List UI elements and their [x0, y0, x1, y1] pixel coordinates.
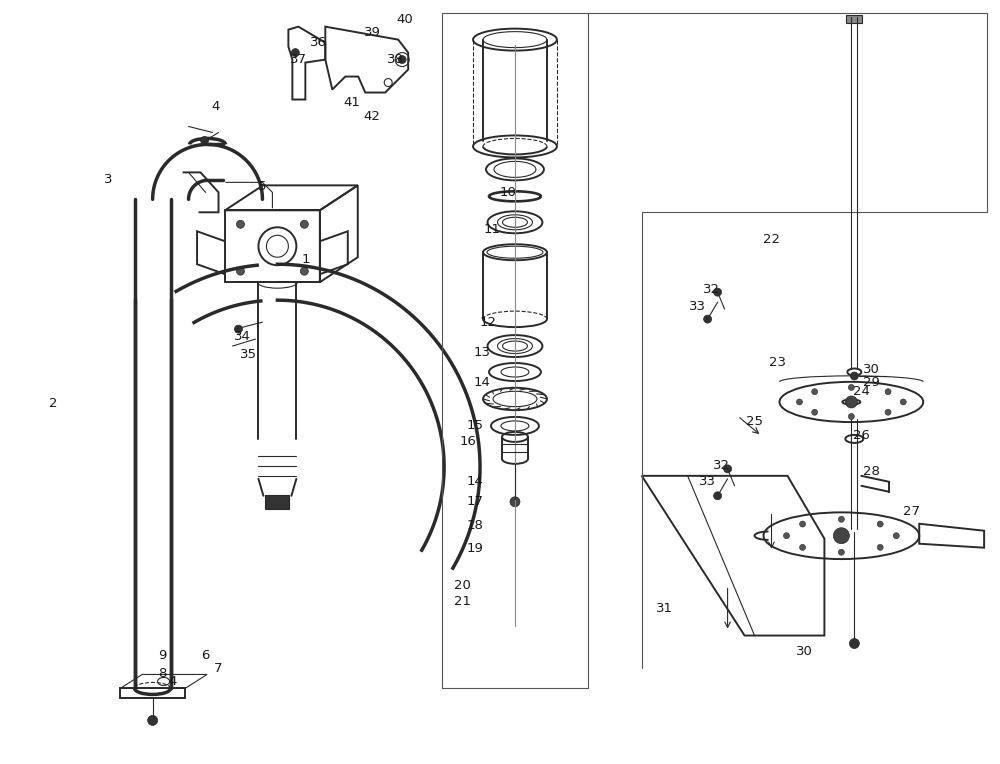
Text: 12: 12: [480, 316, 497, 329]
Circle shape: [236, 220, 244, 228]
Text: 9: 9: [158, 649, 167, 662]
Text: 13: 13: [474, 345, 491, 358]
Circle shape: [877, 545, 883, 550]
Text: 15: 15: [467, 419, 484, 432]
Text: 6: 6: [201, 649, 210, 662]
Circle shape: [714, 288, 722, 296]
Text: 37: 37: [290, 53, 307, 66]
Text: 4: 4: [168, 675, 177, 688]
Circle shape: [510, 497, 520, 507]
Text: 38: 38: [387, 53, 404, 66]
Circle shape: [833, 528, 849, 544]
Circle shape: [236, 267, 244, 275]
Text: 32: 32: [713, 459, 730, 472]
Circle shape: [800, 521, 806, 527]
Circle shape: [812, 410, 818, 416]
Circle shape: [714, 492, 722, 500]
Circle shape: [384, 79, 392, 86]
Bar: [265, 495, 289, 509]
Text: 35: 35: [240, 348, 257, 361]
Text: 22: 22: [763, 233, 780, 246]
Text: 3: 3: [104, 173, 113, 186]
Circle shape: [398, 56, 406, 63]
Circle shape: [234, 325, 242, 333]
Text: 31: 31: [656, 602, 673, 615]
Circle shape: [893, 533, 899, 539]
Text: 5: 5: [258, 180, 267, 193]
Bar: [846, 15, 862, 23]
Text: 27: 27: [903, 505, 920, 518]
Text: 39: 39: [364, 26, 381, 39]
Text: 8: 8: [158, 667, 167, 680]
Text: 1: 1: [301, 253, 310, 266]
Circle shape: [848, 384, 854, 390]
Circle shape: [877, 521, 883, 527]
Text: 36: 36: [310, 36, 327, 49]
Circle shape: [704, 315, 712, 323]
Text: 2: 2: [49, 397, 57, 410]
Circle shape: [838, 549, 844, 555]
Circle shape: [291, 49, 299, 57]
Text: 26: 26: [853, 429, 870, 442]
Text: 18: 18: [467, 520, 483, 533]
Text: 20: 20: [454, 579, 471, 592]
Circle shape: [885, 389, 891, 395]
Text: 33: 33: [689, 299, 706, 312]
Text: 40: 40: [397, 13, 414, 26]
Text: 11: 11: [484, 223, 501, 236]
Circle shape: [300, 267, 308, 275]
Circle shape: [848, 413, 854, 419]
Circle shape: [783, 533, 789, 539]
Text: 23: 23: [769, 355, 786, 368]
Text: 41: 41: [344, 96, 361, 109]
Circle shape: [800, 545, 806, 550]
Circle shape: [724, 465, 732, 473]
Text: 14: 14: [474, 375, 490, 389]
Circle shape: [885, 410, 891, 416]
Text: 33: 33: [699, 475, 716, 488]
Circle shape: [900, 399, 906, 405]
Text: 28: 28: [863, 465, 880, 478]
Text: 42: 42: [364, 110, 381, 123]
Circle shape: [849, 639, 859, 649]
Text: 17: 17: [467, 495, 484, 508]
Text: 30: 30: [796, 645, 813, 658]
Bar: [120, 688, 185, 698]
Text: 32: 32: [703, 283, 720, 296]
Circle shape: [850, 372, 858, 380]
Text: 4: 4: [211, 100, 220, 113]
Text: 14: 14: [467, 475, 483, 488]
Text: 25: 25: [746, 416, 763, 429]
Circle shape: [796, 399, 802, 405]
Circle shape: [201, 137, 209, 144]
Circle shape: [838, 516, 844, 523]
Circle shape: [300, 220, 308, 228]
Text: 29: 29: [863, 375, 880, 389]
Circle shape: [812, 389, 818, 395]
Circle shape: [845, 396, 857, 408]
Text: 24: 24: [853, 386, 870, 399]
Text: 30: 30: [863, 363, 880, 376]
Text: 21: 21: [454, 595, 471, 608]
Circle shape: [148, 715, 158, 725]
Text: 7: 7: [214, 662, 223, 675]
Text: 34: 34: [234, 329, 251, 342]
Text: 16: 16: [460, 435, 476, 448]
Text: 10: 10: [500, 186, 516, 199]
Text: 19: 19: [467, 542, 483, 555]
